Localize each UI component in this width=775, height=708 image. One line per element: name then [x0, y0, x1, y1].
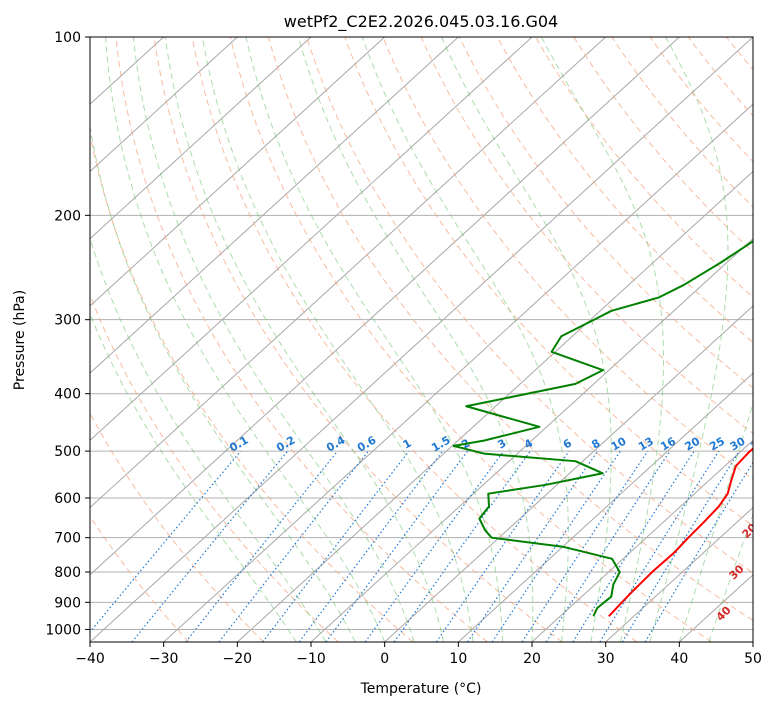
mixing-ratio-line — [545, 450, 671, 642]
moist-adiabat-line — [245, 37, 504, 642]
mixing-ratio-line — [467, 450, 599, 642]
mixing-ratio-line — [325, 450, 469, 642]
dry-adiabat-line — [90, 515, 190, 642]
mixing-ratio-line — [572, 450, 695, 642]
dry-adiabat-line — [153, 37, 563, 642]
temperature-profile-line — [608, 447, 753, 617]
x-tick-label: 40 — [670, 651, 688, 667]
chart-title: wetPf2_C2E2.2026.045.03.16.G04 — [284, 12, 558, 32]
isotherm-line — [90, 37, 753, 642]
dry-adiabat-line — [306, 37, 753, 574]
mixing-ratio-line — [131, 450, 289, 642]
y-tick-label: 100 — [54, 30, 81, 46]
mixing-ratio-line — [521, 450, 649, 642]
sounding-profiles — [452, 240, 753, 617]
isotherm-line — [90, 37, 312, 240]
moist-adiabat-line — [649, 37, 729, 642]
x-tick-label: 30 — [597, 651, 615, 667]
moist-adiabat-line — [678, 401, 753, 642]
dry-adiabat-line — [90, 131, 414, 642]
moist-adiabat-line — [104, 37, 386, 642]
dry-adiabat-line — [496, 37, 753, 344]
mixing-ratio-line — [393, 450, 531, 642]
isotherm-line — [90, 37, 238, 173]
y-tick-label: 900 — [54, 595, 81, 611]
moist-adiabat-line — [540, 37, 665, 642]
mixing-ratio-line — [364, 450, 505, 642]
mixing-ratio-line — [435, 450, 570, 642]
x-axis-ticks: −40 −30 −20 −10 0 10 20 30 40 50 — [75, 642, 762, 667]
x-axis-label: Temperature (°C) — [360, 681, 482, 697]
x-tick-label: 20 — [523, 651, 541, 667]
moist-adiabat-line — [201, 37, 474, 642]
isotherm-line — [384, 305, 753, 642]
dry-adiabat-line — [229, 37, 712, 642]
y-tick-label: 600 — [54, 491, 81, 507]
x-tick-label: −20 — [223, 651, 253, 667]
y-tick-label: 700 — [54, 531, 81, 547]
mixing-ratio-line — [298, 450, 444, 642]
isotherm-line — [163, 103, 753, 642]
moist-adiabat-line — [708, 513, 753, 642]
moist-adiabat-line — [297, 37, 534, 642]
y-tick-label: 1000 — [45, 622, 81, 638]
isotherm-line — [531, 439, 753, 642]
mixing-ratio-line — [621, 450, 740, 642]
dry-adiabat-line — [268, 37, 753, 622]
moist-adiabat-line — [90, 236, 327, 642]
isotherm-line — [90, 37, 386, 307]
pressure-gridlines — [90, 37, 753, 630]
isotherm-line — [90, 37, 459, 374]
isotherm-line — [90, 37, 607, 509]
isotherm-line — [605, 506, 753, 642]
moist-adiabat-line — [132, 37, 415, 642]
dry-adiabat-line — [535, 37, 753, 298]
moist-adiabat-line — [90, 312, 297, 642]
moist-adiabat-line — [361, 37, 569, 642]
y-tick-label: 500 — [54, 444, 81, 460]
moist-adiabat-line — [90, 123, 356, 642]
x-tick-label: −30 — [149, 651, 179, 667]
x-tick-label: −40 — [75, 651, 105, 667]
y-axis-ticks: 100 200 300 400 500 600 700 800 900 1000 — [45, 30, 90, 638]
mixing-ratio-label: 36 — [748, 434, 768, 453]
mixing-ratio-lines — [90, 450, 753, 642]
dry-adiabat-line — [90, 412, 264, 642]
y-tick-label: 800 — [54, 565, 81, 581]
y-axis-label: Pressure (hPa) — [12, 290, 28, 390]
isotherm-line — [90, 37, 680, 576]
isotherm-line — [236, 170, 753, 642]
x-tick-label: 10 — [449, 651, 467, 667]
dry-adiabat-line — [191, 37, 638, 642]
plot-frame — [89, 36, 754, 643]
y-tick-label: 400 — [54, 387, 81, 403]
plot-area: 0.10.20.40.611.52346810131620253036-100-… — [90, 37, 768, 642]
skewed-isotherms — [90, 37, 753, 642]
isotherm-line — [310, 237, 753, 642]
moist-adiabats — [90, 37, 753, 642]
mixing-ratio-line — [90, 450, 242, 634]
isotherm-line — [457, 372, 753, 642]
dewpoint-profile-line — [452, 240, 753, 617]
x-tick-label: −10 — [296, 651, 326, 667]
mixing-ratio-line — [185, 450, 339, 642]
y-tick-label: 300 — [54, 313, 81, 329]
x-tick-label: 0 — [380, 651, 389, 667]
mixing-ratio-line — [491, 450, 621, 642]
dry-adiabat-line — [344, 37, 753, 527]
y-tick-label: 200 — [54, 208, 81, 224]
dry-adiabat-line — [115, 37, 488, 642]
x-tick-label: 50 — [744, 651, 762, 667]
isotherm-line — [90, 37, 533, 442]
moist-adiabat-line — [441, 37, 612, 642]
moist-adiabat-line — [164, 37, 445, 642]
mixing-ratio-line — [262, 450, 410, 642]
